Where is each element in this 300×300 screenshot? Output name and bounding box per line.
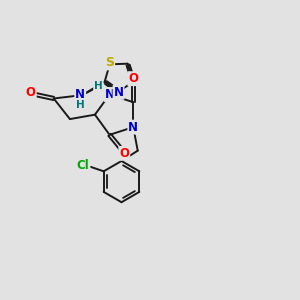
Text: S: S [105, 56, 114, 69]
Text: O: O [26, 86, 36, 99]
Text: H: H [94, 81, 103, 91]
Text: N: N [75, 88, 85, 100]
Text: N: N [128, 121, 138, 134]
Text: H: H [76, 100, 85, 110]
Text: O: O [119, 147, 129, 160]
Text: Cl: Cl [77, 159, 89, 172]
Text: N: N [113, 86, 124, 99]
Text: O: O [128, 72, 138, 85]
Text: N: N [105, 88, 115, 101]
